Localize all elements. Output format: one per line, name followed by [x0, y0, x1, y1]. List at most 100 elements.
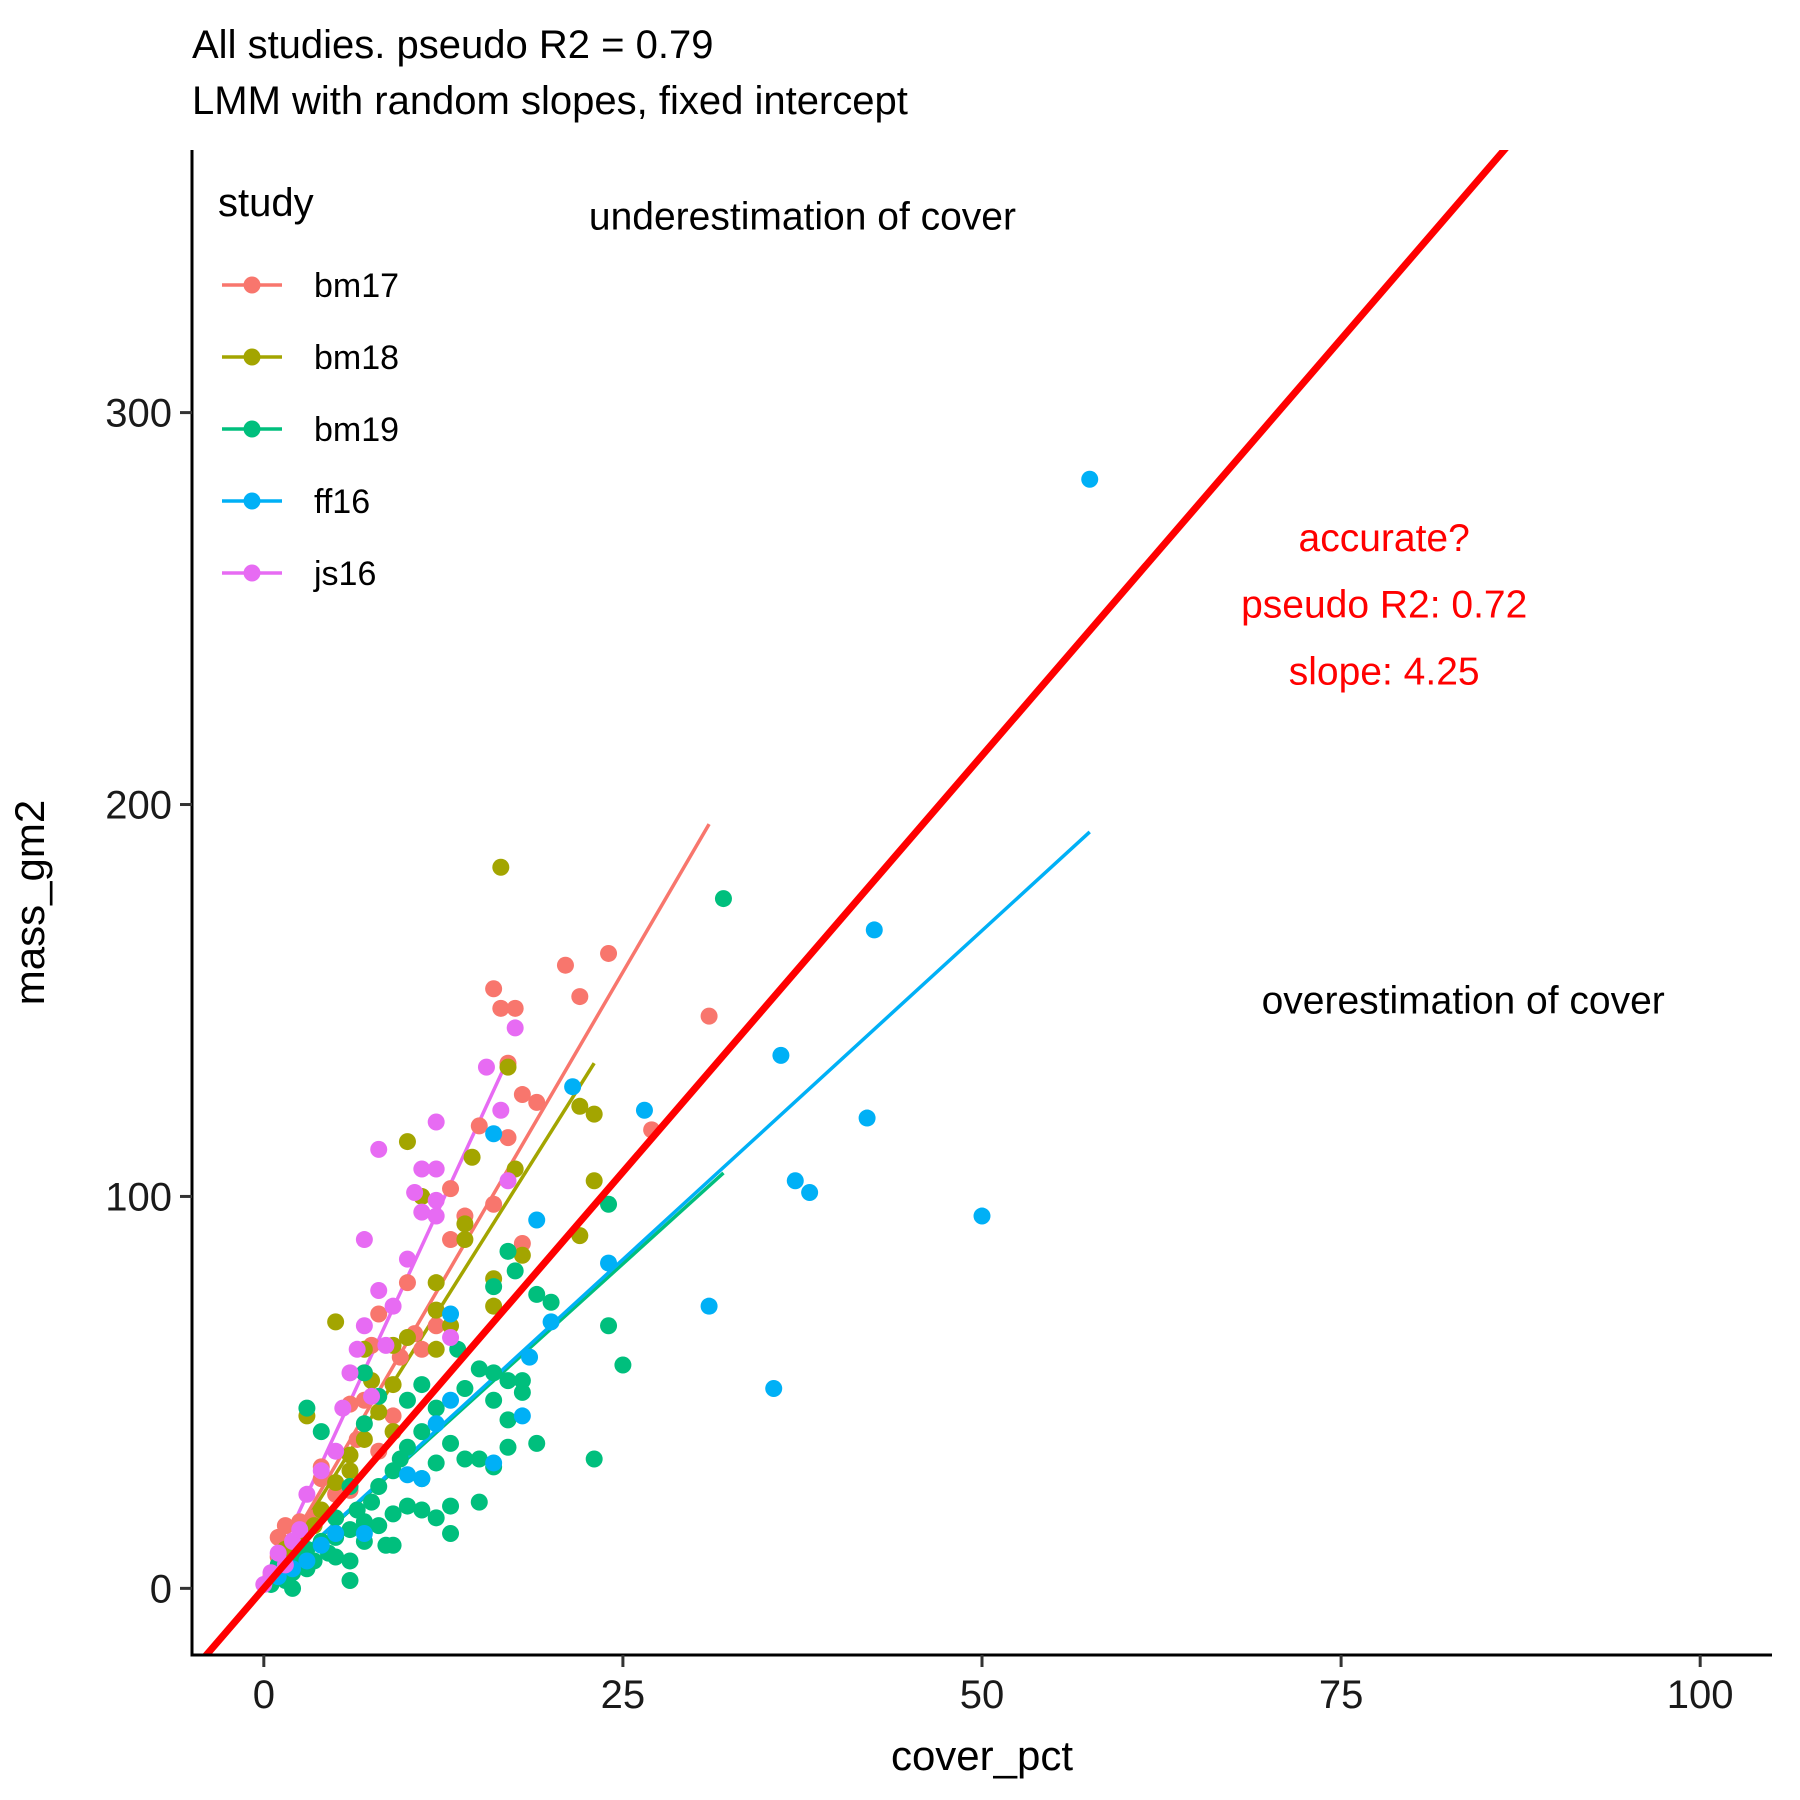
point-bm17 [506, 999, 524, 1017]
point-bm17 [528, 1093, 546, 1111]
point-bm18 [398, 1329, 416, 1347]
point-bm19 [470, 1360, 488, 1378]
point-bm17 [413, 1340, 431, 1358]
point-ff16 [485, 1125, 503, 1143]
point-ff16 [528, 1211, 546, 1229]
point-bm19 [341, 1572, 359, 1590]
point-bm19 [413, 1423, 431, 1441]
point-js16 [427, 1160, 445, 1178]
point-js16 [298, 1485, 316, 1503]
legend-key-point-bm19 [243, 420, 261, 438]
point-bm18 [513, 1246, 531, 1264]
point-bm18 [398, 1133, 416, 1151]
legend-title: study [218, 181, 314, 225]
point-ff16 [355, 1525, 373, 1543]
x-tick-label: 25 [601, 1673, 646, 1717]
point-bm19 [456, 1450, 474, 1468]
point-bm19 [456, 1379, 474, 1397]
point-bm17 [492, 999, 510, 1017]
x-tick-label: 75 [1319, 1673, 1364, 1717]
point-js16 [341, 1364, 359, 1382]
point-bm19 [370, 1477, 388, 1495]
point-bm18 [499, 1058, 517, 1076]
annotation-4: slope: 4.25 [1289, 650, 1480, 693]
data-points [255, 470, 1099, 1597]
annotations: underestimation of cover overestimation o… [589, 196, 1665, 1023]
point-bm17 [370, 1305, 388, 1323]
point-js16 [506, 1019, 524, 1037]
point-bm19 [327, 1548, 345, 1566]
point-bm19 [384, 1462, 402, 1480]
point-bm19 [413, 1376, 431, 1394]
point-ff16 [413, 1470, 431, 1488]
point-ff16 [865, 921, 883, 939]
point-bm19 [442, 1434, 460, 1452]
point-bm18 [456, 1231, 474, 1249]
point-ff16 [521, 1348, 539, 1366]
x-axis-title: cover_pct [891, 1732, 1073, 1779]
point-ff16 [485, 1454, 503, 1472]
point-bm19 [513, 1372, 531, 1390]
point-js16 [406, 1184, 424, 1202]
point-bm17 [384, 1407, 402, 1425]
point-bm17 [556, 956, 574, 974]
point-bm18 [492, 858, 510, 876]
legend-key-point-bm18 [243, 348, 261, 366]
point-ff16 [398, 1466, 416, 1484]
legend: study bm17 bm18 bm19 ff16 js16 [218, 181, 399, 593]
y-tick-label: 300 [105, 392, 172, 436]
legend-key-point-bm17 [243, 276, 261, 294]
point-js16 [499, 1172, 517, 1190]
point-bm18 [427, 1274, 445, 1292]
point-bm19 [499, 1242, 517, 1260]
point-js16 [377, 1336, 395, 1354]
point-js16 [427, 1207, 445, 1225]
point-bm17 [442, 1180, 460, 1198]
point-bm18 [355, 1430, 373, 1448]
point-js16 [355, 1317, 373, 1335]
chart-title: All studies. pseudo R2 = 0.79 [192, 23, 713, 67]
point-bm17 [485, 1195, 503, 1213]
point-bm19 [485, 1278, 503, 1296]
point-bm17 [276, 1517, 294, 1535]
point-bm19 [427, 1509, 445, 1527]
point-bm19 [442, 1497, 460, 1515]
point-js16 [477, 1058, 495, 1076]
annotation-1: overestimation of cover [1262, 979, 1665, 1022]
point-bm19 [355, 1415, 373, 1433]
point-bm19 [585, 1450, 603, 1468]
point-ff16 [635, 1101, 653, 1119]
point-bm19 [714, 890, 732, 908]
point-bm18 [341, 1462, 359, 1480]
x-tick-label: 100 [1667, 1673, 1734, 1717]
point-bm17 [571, 988, 589, 1006]
point-ff16 [801, 1184, 819, 1202]
point-ff16 [973, 1207, 991, 1225]
point-ff16 [442, 1305, 460, 1323]
legend-label-bm17: bm17 [314, 267, 399, 305]
point-bm17 [442, 1231, 460, 1249]
point-bm19 [600, 1195, 618, 1213]
point-bm18 [327, 1313, 345, 1331]
point-bm17 [485, 980, 503, 998]
legend-key-point-js16 [243, 564, 261, 582]
point-bm18 [341, 1446, 359, 1464]
point-js16 [370, 1282, 388, 1300]
point-bm18 [427, 1340, 445, 1358]
point-bm18 [327, 1474, 345, 1492]
point-ff16 [427, 1415, 445, 1433]
point-js16 [384, 1297, 402, 1315]
point-bm19 [398, 1497, 416, 1515]
point-ff16 [786, 1172, 804, 1190]
point-bm19 [600, 1317, 618, 1335]
point-bm17 [499, 1129, 517, 1147]
point-bm19 [506, 1262, 524, 1280]
point-js16 [492, 1101, 510, 1119]
point-ff16 [772, 1046, 790, 1064]
point-ff16 [600, 1254, 618, 1272]
y-tick-label: 100 [105, 1175, 172, 1219]
point-bm19 [513, 1383, 531, 1401]
point-js16 [370, 1140, 388, 1158]
point-bm19 [355, 1364, 373, 1382]
point-bm17 [700, 1007, 718, 1025]
